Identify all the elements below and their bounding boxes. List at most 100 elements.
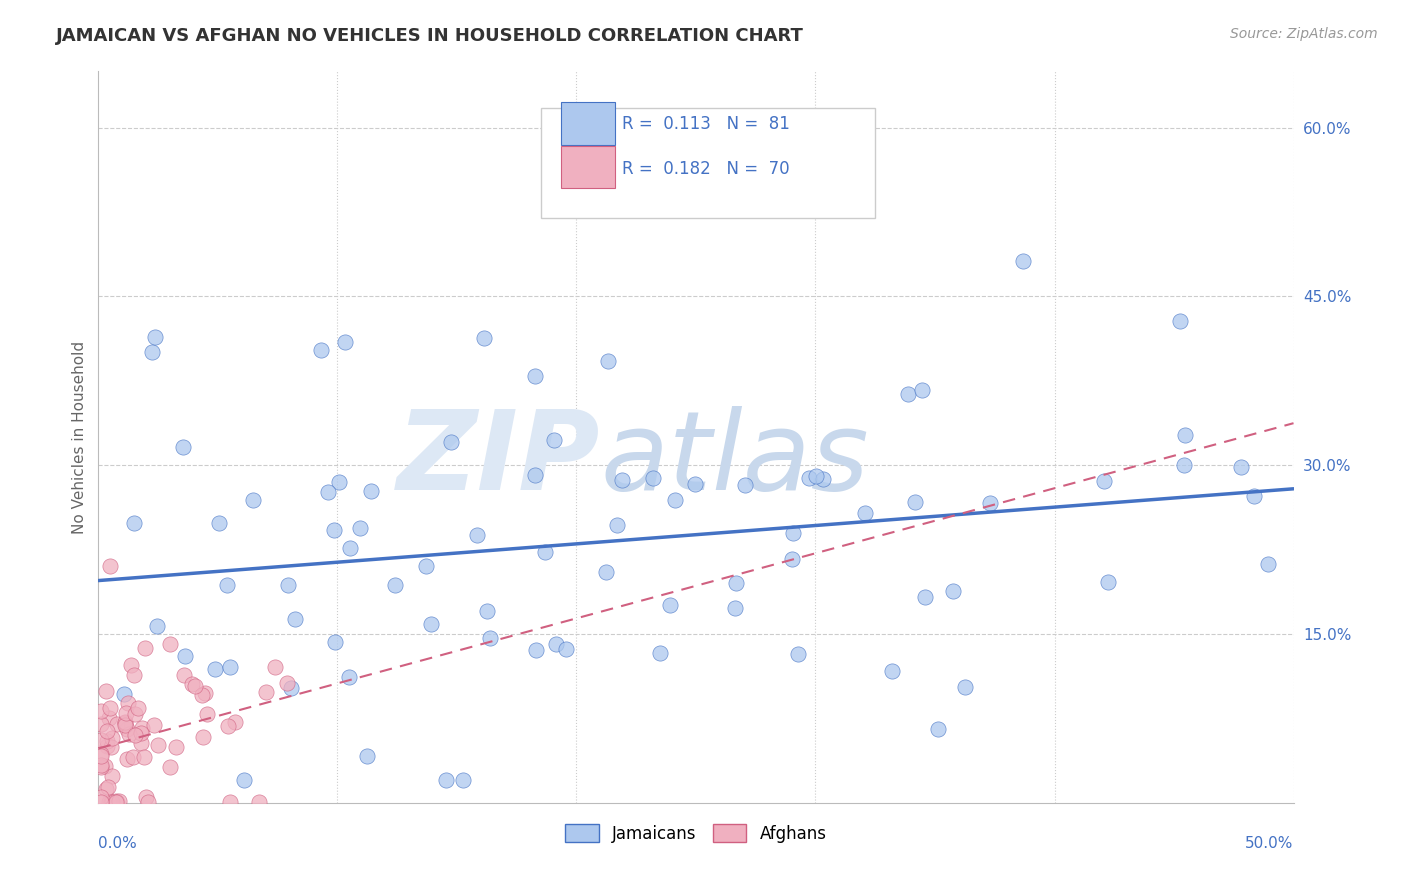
Point [264, 659, 287, 673]
Point [451, 773, 474, 788]
Point [96, 723, 118, 738]
Point [90, 758, 112, 772]
Text: Source: ZipAtlas.com: Source: ZipAtlas.com [1230, 27, 1378, 41]
Point [90, 760, 112, 774]
Point [146, 738, 169, 752]
Point [101, 795, 124, 809]
Point [598, 353, 620, 368]
Point [811, 472, 834, 486]
Point [610, 473, 633, 487]
Point [124, 707, 146, 722]
Point [114, 714, 136, 729]
Point [215, 578, 238, 592]
Point [204, 662, 226, 676]
Point [117, 752, 139, 766]
Point [328, 475, 350, 489]
Point [90, 790, 112, 805]
Point [132, 749, 155, 764]
Point [165, 740, 187, 755]
Point [349, 521, 371, 535]
Point [648, 646, 671, 660]
Point [173, 649, 195, 664]
Point [90, 717, 112, 731]
Point [415, 558, 437, 573]
Point [194, 686, 217, 700]
Point [242, 492, 264, 507]
Point [146, 619, 169, 633]
Point [101, 731, 124, 745]
Point [664, 492, 686, 507]
Point [136, 795, 159, 809]
Point [1173, 458, 1195, 473]
Point [108, 794, 131, 808]
FancyBboxPatch shape [561, 102, 614, 145]
Point [734, 478, 756, 492]
Point [546, 637, 568, 651]
Point [335, 335, 357, 350]
Point [1243, 489, 1265, 503]
Point [219, 659, 242, 673]
Point [195, 706, 218, 721]
Point [172, 440, 194, 454]
Point [129, 736, 152, 750]
Point [276, 676, 298, 690]
Point [159, 760, 181, 774]
Point [659, 599, 682, 613]
Point [90, 733, 112, 747]
Point [360, 484, 382, 499]
Point [277, 577, 299, 591]
Point [90, 748, 112, 763]
Point [112, 687, 135, 701]
Point [143, 718, 166, 732]
Point [114, 718, 136, 732]
Point [1174, 428, 1197, 442]
Point [472, 331, 495, 345]
Point [97, 780, 120, 794]
Point [479, 631, 502, 645]
Point [120, 657, 142, 672]
Point [90, 704, 112, 718]
Point [98, 559, 122, 574]
Point [434, 773, 457, 788]
Point [247, 795, 270, 809]
Point [339, 541, 361, 555]
Text: 0.0%: 0.0% [98, 836, 138, 851]
Point [440, 434, 463, 449]
Point [311, 343, 333, 357]
Point [356, 748, 378, 763]
Point [100, 795, 122, 809]
Point [904, 495, 927, 509]
Point [323, 634, 346, 648]
Point [96, 739, 118, 753]
Point [173, 667, 195, 681]
Point [98, 701, 121, 715]
Point [121, 749, 143, 764]
Point [193, 730, 215, 744]
Text: R =  0.182   N =  70: R = 0.182 N = 70 [621, 160, 790, 178]
Point [117, 696, 139, 710]
Point [979, 496, 1001, 510]
Point [118, 727, 141, 741]
Point [911, 383, 934, 397]
Point [1011, 253, 1033, 268]
Point [114, 715, 136, 730]
Point [90, 795, 112, 809]
Point [98, 795, 121, 809]
Text: 50.0%: 50.0% [1246, 836, 1294, 851]
Point [217, 718, 239, 732]
Point [786, 647, 808, 661]
Point [534, 545, 557, 559]
Point [337, 670, 360, 684]
Point [477, 604, 499, 618]
Point [524, 467, 547, 482]
Point [322, 523, 344, 537]
Point [96, 684, 118, 698]
Point [115, 722, 138, 736]
Legend: Jamaicans, Afghans: Jamaicans, Afghans [558, 818, 834, 849]
Point [105, 795, 128, 809]
Point [1168, 314, 1191, 328]
Point [606, 518, 628, 533]
Point [159, 637, 181, 651]
Point [725, 575, 748, 590]
Point [1230, 459, 1253, 474]
